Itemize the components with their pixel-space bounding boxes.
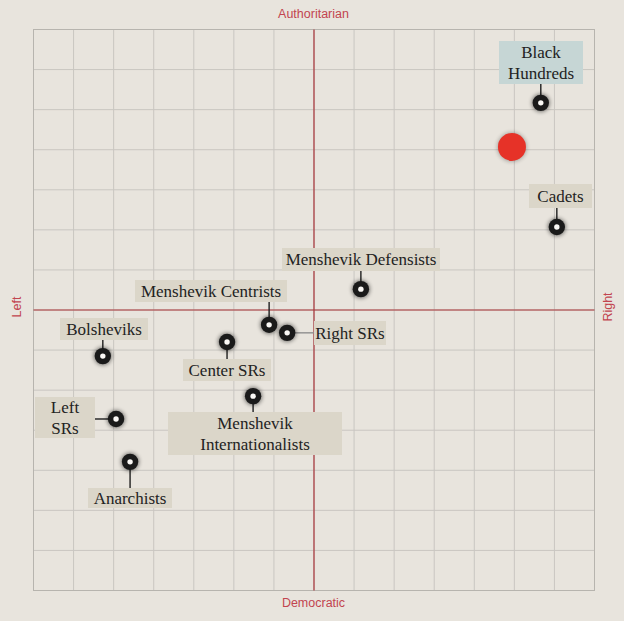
marker-center-menshevik-defensists <box>358 286 363 291</box>
party-label-black-hundreds: BlackHundreds <box>499 41 583 84</box>
marker-center-center-srs <box>224 339 229 344</box>
party-label-menshevik-centrists: Menshevik Centrists <box>135 280 287 302</box>
party-label-menshevik-defensists: Menshevik Defensists <box>282 248 440 271</box>
party-label-anarchists: Anarchists <box>88 488 172 508</box>
party-label-menshevik-internationalists: MenshevikInternationalists <box>168 412 342 455</box>
party-label-center-srs: Center SRs <box>183 359 271 381</box>
axis-label-authoritarian: Authoritarian <box>33 7 594 21</box>
party-label-bolsheviks: Bolsheviks <box>60 318 148 340</box>
party-label-right-srs: Right SRs <box>314 321 386 345</box>
data-point-user-position <box>498 133 526 161</box>
axis-label-right: Right <box>601 292 615 321</box>
marker-center-menshevik-internationalists <box>250 393 255 398</box>
marker-center-anarchists <box>127 459 132 464</box>
axis-label-left: Left <box>10 297 24 318</box>
party-label-text: Cadets <box>537 186 583 207</box>
party-label-text: Black <box>521 42 561 63</box>
marker-center-left-srs <box>113 416 118 421</box>
party-label-text: Bolsheviks <box>66 319 142 340</box>
marker-center-bolsheviks <box>100 353 105 358</box>
party-label-text: Menshevik Defensists <box>286 249 437 270</box>
marker-center-right-srs <box>284 330 289 335</box>
party-label-text: Left <box>51 397 79 418</box>
marker-center-black-hundreds <box>538 100 543 105</box>
party-label-text: Menshevik <box>217 413 293 434</box>
party-label-text: Right SRs <box>315 323 384 344</box>
party-label-text: Center SRs <box>189 360 266 381</box>
party-label-text: Internationalists <box>200 434 310 455</box>
party-label-cadets: Cadets <box>529 184 592 208</box>
marker-center-cadets <box>554 224 559 229</box>
axis-label-democratic: Democratic <box>33 596 594 610</box>
party-label-text: Menshevik Centrists <box>141 281 281 302</box>
party-label-text: Anarchists <box>94 488 167 509</box>
political-compass-chart: BlackHundredsCadetsMenshevik DefensistsM… <box>0 0 624 625</box>
party-label-text: Hundreds <box>508 63 574 84</box>
party-label-left-srs: LeftSRs <box>35 397 95 438</box>
party-label-text: SRs <box>51 418 78 439</box>
page-bottom-strip <box>0 621 624 625</box>
chart-plot-area <box>0 0 624 625</box>
marker-center-menshevik-centrists <box>266 322 271 327</box>
